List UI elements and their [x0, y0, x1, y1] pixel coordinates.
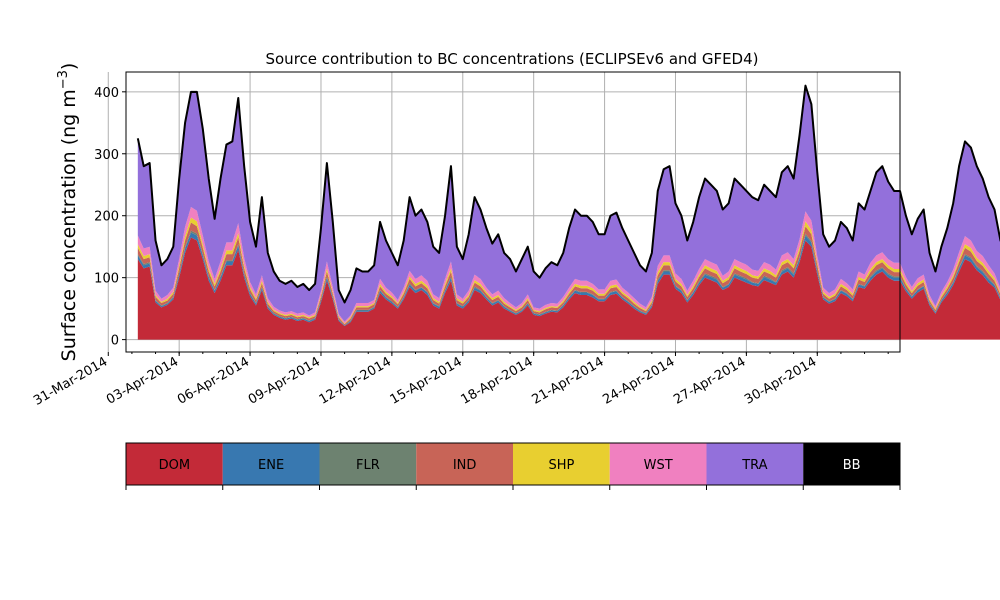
y-tick-label: 100	[94, 272, 119, 287]
legend-label: WST	[644, 458, 673, 473]
legend-label: FLR	[356, 458, 380, 473]
area-tra	[137, 87, 1000, 322]
y-axis-label: Surface concentration (ng m−3)	[56, 63, 80, 362]
y-axis-ticks: 0 100 200 300 400	[94, 86, 126, 349]
legend-swatch-dom	[126, 443, 223, 485]
legend-label: TRA	[741, 458, 767, 473]
area-dom	[137, 237, 1000, 340]
legend-swatch-ind	[416, 443, 513, 485]
legend-colorbar: DOM ENE FLR IND SHP WST TRA BB	[125, 442, 901, 490]
legend-label: ENE	[258, 458, 284, 473]
chart-title: Source contribution to BC concentrations…	[265, 50, 758, 68]
legend-swatch-shp	[513, 443, 610, 485]
legend-swatch-wst	[609, 443, 707, 485]
legend-swatch-bb	[803, 443, 900, 485]
stacked-areas	[137, 86, 1000, 340]
legend-label: SHP	[548, 458, 574, 473]
legend-label: DOM	[159, 458, 190, 473]
legend-swatch-ene	[222, 443, 320, 485]
legend-swatch-tra	[706, 443, 804, 485]
y-tick-label: 0	[111, 334, 119, 349]
legend-label: IND	[453, 458, 477, 473]
total-line	[136, 84, 1000, 304]
plot-frame	[125, 71, 901, 353]
total-series-line	[136, 84, 1000, 304]
y-tick-label: 200	[94, 210, 119, 225]
y-tick-label: 400	[94, 86, 119, 101]
y-tick-label: 300	[94, 148, 119, 163]
legend-swatch-flr	[319, 443, 417, 485]
legend-label: BB	[843, 458, 861, 473]
